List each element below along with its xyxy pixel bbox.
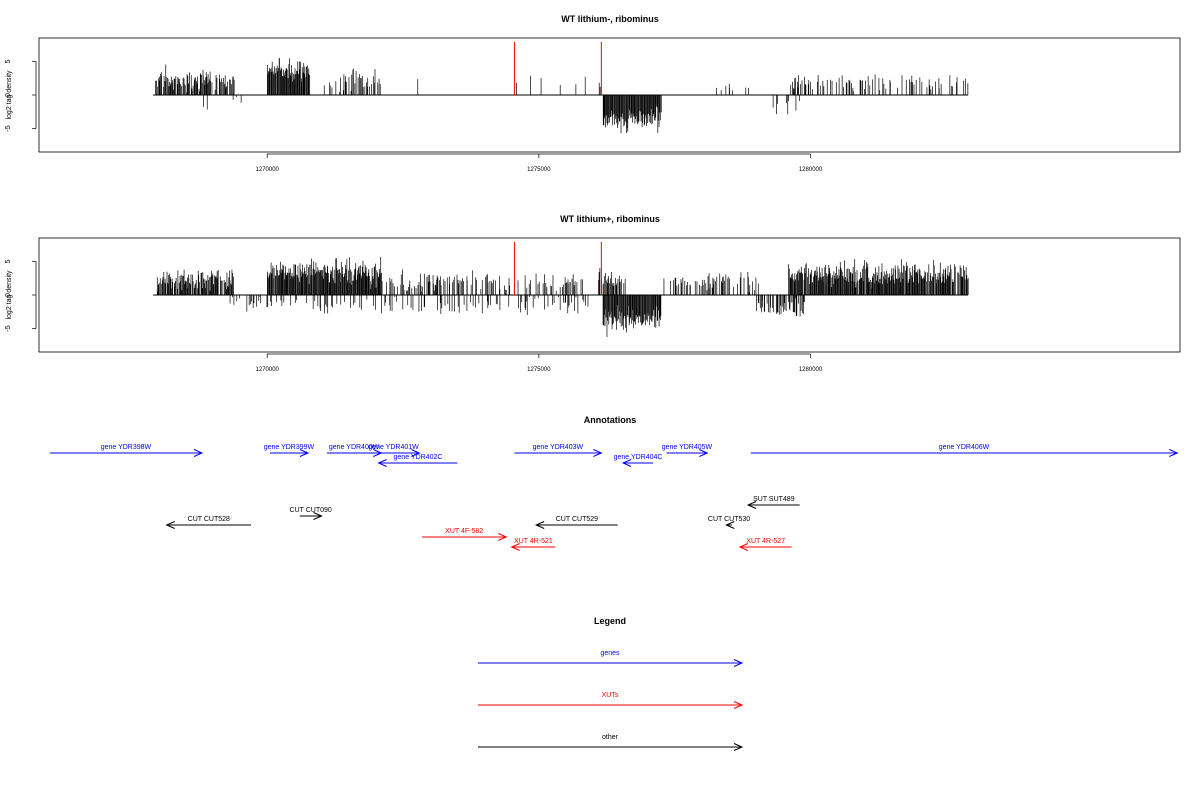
arrowhead xyxy=(165,521,175,529)
arrowhead xyxy=(733,659,744,667)
arrowhead xyxy=(699,449,709,457)
arrowhead xyxy=(733,701,744,709)
coverage-bars xyxy=(153,256,969,338)
annotations-title: Annotations xyxy=(584,415,637,425)
feature-label: XUT 4R-521 xyxy=(514,538,553,545)
feature-label: gene YDR398W xyxy=(101,444,152,451)
x-tick-label: 1280000 xyxy=(799,367,823,373)
x-tick-label: 1270000 xyxy=(256,167,280,173)
annotation-feature: CUT CUT528 xyxy=(165,516,251,529)
feature-label: CUT CUT530 xyxy=(708,516,750,523)
track-panel-lithium-plus: WT lithium+, ribominus log2 tag density … xyxy=(5,214,1181,373)
y-tick-label: 5 xyxy=(5,59,12,63)
legend-item: other xyxy=(478,734,744,751)
track-panel-lithium-minus: WT lithium-, ribominus log2 tag density … xyxy=(5,14,1181,173)
annotation-features: gene YDR398W gene YDR399W gene YDR400Wgene… xyxy=(49,444,1179,551)
x-tick-label: 1280000 xyxy=(799,167,823,173)
annotation-feature: XUT 4F-582 xyxy=(422,528,508,541)
feature-label: XUT 4R-527 xyxy=(746,538,785,545)
feature-label: gene YDR404C xyxy=(614,454,663,461)
y-axis-label: log2 tag density xyxy=(6,70,13,120)
feature-label: gene YDR402C xyxy=(394,454,443,461)
arrowhead xyxy=(411,449,421,457)
annotation-feature: CUT CUT090 xyxy=(290,507,332,520)
annotation-feature: XUT 4R-521 xyxy=(510,538,556,551)
arrowhead xyxy=(1169,449,1179,457)
feature-label: SUT SUT489 xyxy=(753,496,795,503)
annotation-feature: gene YDR401W xyxy=(367,444,421,457)
annotation-feature: CUT CUT530 xyxy=(708,516,750,529)
annotation-feature: SUT SUT489 xyxy=(746,496,800,509)
arrowhead xyxy=(733,743,744,751)
marker-lines xyxy=(513,242,602,295)
arrowhead xyxy=(725,521,735,529)
annotation-feature: XUT 4R-527 xyxy=(738,538,792,551)
feature-label: XUT 4F-582 xyxy=(445,528,483,535)
feature-label: gene YDR401W xyxy=(368,444,419,451)
arrowhead xyxy=(738,543,749,551)
plot-frame xyxy=(38,37,1181,153)
annotation-feature: gene YDR406W xyxy=(750,444,1179,457)
arrowhead xyxy=(193,449,204,457)
annotation-feature: gene YDR402C xyxy=(377,454,458,467)
annotation-feature: CUT CUT529 xyxy=(534,516,618,529)
x-tick-label: 1275000 xyxy=(527,167,551,173)
panel-title: WT lithium-, ribominus xyxy=(561,14,659,24)
legend-label: XUTs xyxy=(602,692,619,699)
y-tick-label: 0 xyxy=(5,293,12,297)
arrowhead xyxy=(313,512,323,520)
feature-label: gene YDR406W xyxy=(939,444,990,451)
arrowhead xyxy=(377,459,387,467)
y-tick-label: -5 xyxy=(5,125,12,131)
axes: -5 0 5 1270000 1275000 1280000 xyxy=(5,259,823,373)
arrowhead xyxy=(534,521,545,529)
axes: -5 0 5 1270000 1275000 1280000 xyxy=(5,59,823,173)
annotation-track: Annotations gene YDR398W gene YDR399W gene… xyxy=(49,415,1179,551)
y-tick-label: -5 xyxy=(5,325,12,331)
x-tick-label: 1270000 xyxy=(256,367,280,373)
feature-label: CUT CUT528 xyxy=(188,516,230,523)
arrowhead xyxy=(746,501,757,509)
legend-items: genes XUTs other xyxy=(478,650,744,751)
feature-label: gene YDR399W xyxy=(264,444,315,451)
annotation-feature: gene YDR399W xyxy=(264,444,315,457)
arrowhead xyxy=(621,459,632,467)
legend-title: Legend xyxy=(594,616,626,626)
annotation-feature: gene YDR404C xyxy=(614,454,663,467)
y-tick-label: 0 xyxy=(5,93,12,97)
y-axis-label: log2 tag density xyxy=(6,270,13,320)
annotation-feature: gene YDR405W xyxy=(662,444,713,457)
legend: Legend genes XUTs other xyxy=(478,616,744,751)
feature-label: gene YDR403W xyxy=(533,444,584,451)
feature-label: gene YDR405W xyxy=(662,444,713,451)
annotation-feature: gene YDR398W xyxy=(49,444,204,457)
plot-frame xyxy=(38,237,1181,353)
annotation-feature: gene YDR403W xyxy=(514,444,603,457)
arrowhead xyxy=(510,543,520,551)
feature-label: CUT CUT090 xyxy=(290,507,332,514)
feature-label: gene YDR400W xyxy=(329,444,380,451)
arrowhead xyxy=(299,449,310,457)
arrowhead xyxy=(593,449,603,457)
arrowhead xyxy=(498,533,508,541)
x-tick-label: 1275000 xyxy=(527,367,551,373)
panel-title: WT lithium+, ribominus xyxy=(560,214,660,224)
legend-item: XUTs xyxy=(478,692,744,709)
feature-label: CUT CUT529 xyxy=(556,516,598,523)
marker-lines xyxy=(513,42,602,95)
legend-label: other xyxy=(602,734,619,741)
legend-item: genes xyxy=(478,650,744,667)
legend-label: genes xyxy=(600,650,620,657)
coverage-bars xyxy=(153,57,969,134)
y-tick-label: 5 xyxy=(5,259,12,263)
